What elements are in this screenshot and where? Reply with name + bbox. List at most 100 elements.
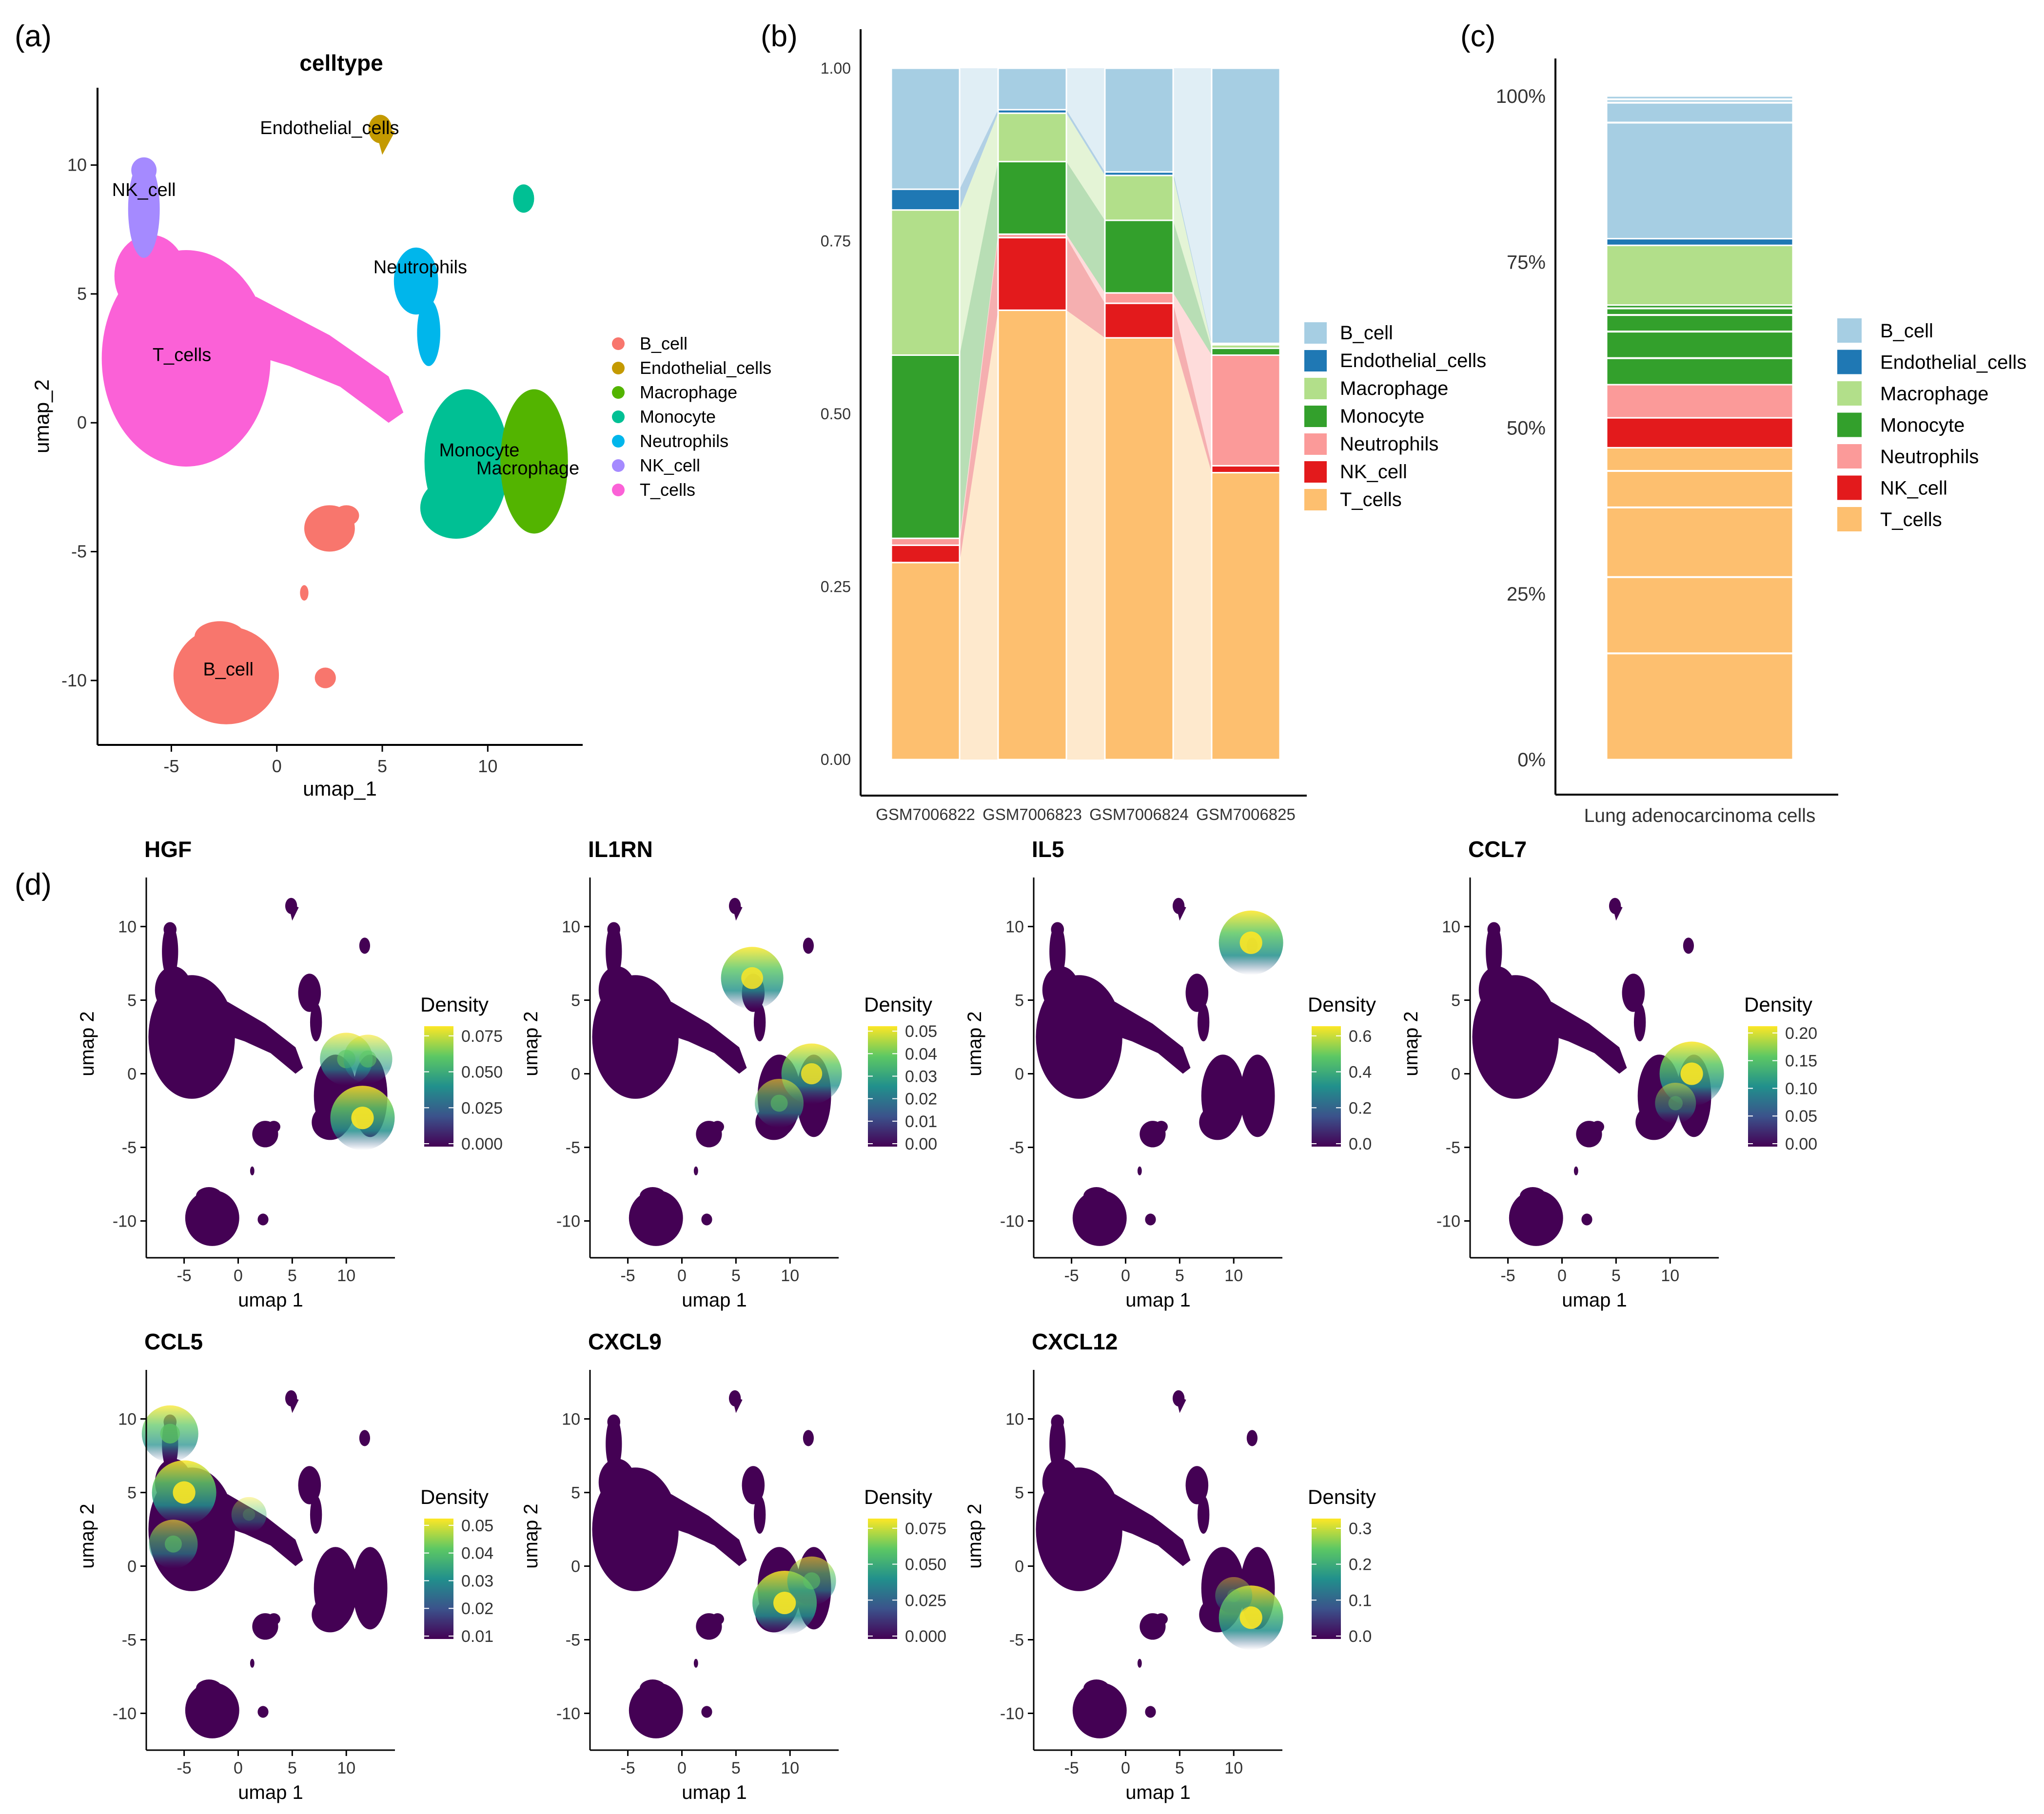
cluster-labels: Endothelial_cells NK_cell Neutrophils T_cel… xyxy=(112,118,579,680)
cell-region-t-cells-shape xyxy=(1115,1001,1191,1074)
x-tick-label: 0 xyxy=(234,1267,243,1285)
colorbar-tick-label: 0.025 xyxy=(905,1591,946,1610)
legend-swatch-t-cells xyxy=(1837,507,1862,531)
legend-swatch-b-cell xyxy=(1837,318,1862,343)
density-hotspot-core xyxy=(160,1424,180,1444)
cluster-label-endothelial-cells: Endothelial_cells xyxy=(260,118,399,138)
density-hotspot-core xyxy=(173,1481,196,1504)
cell-region-nk-cell-shape xyxy=(606,1416,622,1472)
legend-swatch-nk-cell xyxy=(1837,475,1862,500)
bar-segment-monocyte xyxy=(1104,219,1174,294)
density-hotspot-core xyxy=(801,1063,823,1085)
cell-region-b-cell-shape xyxy=(1137,1658,1142,1668)
y-axis-label: umap 2 xyxy=(520,1503,542,1568)
cluster-t-cells-shape xyxy=(256,296,404,423)
cell-region-b-cell-shape xyxy=(1581,1213,1592,1226)
bar-segment-nk-cell xyxy=(997,236,1067,311)
cell-region-b-cell-shape xyxy=(1573,1166,1578,1175)
cell-region-nk-cell-shape xyxy=(1049,923,1066,980)
cell-region-b-cell-shape xyxy=(257,1706,269,1718)
bar-segment-monocyte xyxy=(1606,304,1794,386)
colorbar-tick-label: 0.3 xyxy=(1349,1520,1372,1538)
density-plot-ccl7: CCL7 -5 0 5 10 -10 -5 0 5 10 umap 1 umap 2 Density 0.… xyxy=(1400,837,1817,1311)
y-axis-label: umap 2 xyxy=(1400,1011,1422,1076)
plot-title: IL5 xyxy=(1032,837,1064,862)
cell-region-macrophage-shape xyxy=(1240,1054,1275,1137)
bar-segment-monocyte xyxy=(1211,347,1281,356)
bar-segment-nk-cell xyxy=(1211,465,1281,474)
cell-region-neutrophils-shape xyxy=(1633,1003,1646,1042)
y-tick-label: 5 xyxy=(1015,1484,1024,1502)
legend-label-macrophage: Macrophage xyxy=(1340,378,1448,399)
colorbar xyxy=(868,1519,897,1639)
density-hotspot-core xyxy=(773,1591,796,1615)
cluster-t-cells-shape xyxy=(114,234,186,317)
x-tick-label: 5 xyxy=(1175,1759,1184,1777)
legend-label-endothelial-cells: Endothelial_cells xyxy=(640,358,771,378)
colorbar-tick-label: 0.050 xyxy=(905,1556,946,1574)
legend-label-endothelial-cells: Endothelial_cells xyxy=(1880,352,2026,373)
cell-region-monocyte-shape xyxy=(312,1597,349,1633)
cell-region-nk-cell-shape xyxy=(162,923,178,980)
umap-celltype-plot: celltype Endothelial_cells NK_cell Neutrop… xyxy=(30,50,771,800)
colorbar-tick-label: 0.00 xyxy=(1785,1135,1817,1153)
x-tick-label: 5 xyxy=(288,1759,297,1777)
legend-label-monocyte: Monocyte xyxy=(640,407,716,427)
y-tick-label: -5 xyxy=(1009,1139,1024,1157)
density-plot-il1rn: IL1RN -5 0 5 10 -10 -5 0 5 10 umap 1 umap 2 Density 0… xyxy=(520,837,937,1311)
cell-region-t-cells-shape xyxy=(671,1001,747,1074)
colorbar-title: Density xyxy=(1308,1485,1376,1508)
cluster-macrophage-shape xyxy=(500,389,568,534)
density-plot-ccl5: CCL5 -5 0 5 10 -10 -5 0 5 10 umap 1 umap 2 Density 0.… xyxy=(77,1329,493,1803)
colorbar-tick-label: 0.05 xyxy=(1785,1107,1817,1126)
colorbar-tick-label: 0.0 xyxy=(1349,1135,1372,1153)
flow-monocyte xyxy=(960,161,998,539)
density-hotspot-core xyxy=(1668,1096,1683,1111)
legend-label-nk-cell: NK_cell xyxy=(1340,461,1407,483)
cell-region-endothelial-cells-shape xyxy=(288,1395,299,1413)
x-tick-label: 10 xyxy=(781,1759,799,1777)
y-tick-label: -10 xyxy=(556,1212,580,1231)
y-tick-label: -10 xyxy=(1000,1705,1024,1723)
cell-region-nk-cell-shape xyxy=(607,922,621,937)
cell-region-t-cells-shape xyxy=(1042,966,1080,1014)
flow-nk-cell xyxy=(1173,303,1212,473)
cell-region-t-cells-shape xyxy=(1551,1001,1627,1074)
x-tick-label: -5 xyxy=(1064,1759,1079,1777)
cell-region-monocyte-shape xyxy=(359,1430,370,1446)
y-axis-label: umap 2 xyxy=(964,1011,985,1076)
bar-segment-t-cells xyxy=(890,562,961,761)
colorbar-title: Density xyxy=(1744,993,1812,1016)
legend-swatch-endothelial-cells xyxy=(1837,350,1862,374)
cell-region-monocyte-shape xyxy=(803,1430,814,1446)
cell-region-b-cell-shape xyxy=(1509,1190,1563,1246)
cluster-b-cell-shape xyxy=(173,626,279,724)
legend-dot-monocyte xyxy=(612,410,625,423)
y-tick-label: -10 xyxy=(113,1212,137,1231)
cell-region-neutrophils-shape xyxy=(742,1466,765,1504)
y-tick-label: 10 xyxy=(67,155,87,175)
cell-region-t-cells-shape xyxy=(1478,966,1516,1014)
cluster-b-cell-shape xyxy=(300,585,309,601)
y-tick-label: 10 xyxy=(562,1410,580,1429)
bars xyxy=(1606,95,1794,761)
y-tick-label: 1.00 xyxy=(821,59,851,77)
x-tick-label: -5 xyxy=(620,1759,635,1777)
bar-segment-b-cell xyxy=(997,67,1067,111)
y-tick-label: 10 xyxy=(562,918,580,936)
colorbar-tick-label: 0.0 xyxy=(1349,1627,1372,1646)
legend-swatch-macrophage xyxy=(1837,381,1862,406)
x-tick-label: GSM7006823 xyxy=(983,805,1082,823)
colorbar-tick-label: 0.02 xyxy=(461,1599,493,1618)
legend-label-b-cell: B_cell xyxy=(640,333,688,353)
legend: B_cell Endothelial_cells Macrophage Monocyt… xyxy=(1304,322,1486,510)
density-hotspot-core xyxy=(164,1535,182,1553)
cell-region-b-cell-shape xyxy=(1072,1682,1127,1738)
cell-region-nk-cell-shape xyxy=(606,923,622,980)
colorbar-tick-label: 0.025 xyxy=(461,1099,503,1117)
density-plot-cxcl12: CXCL12 -5 0 5 10 -10 -5 0 5 10 umap 1 umap 2 Density… xyxy=(964,1329,1376,1803)
flow-nk-cell xyxy=(1066,237,1105,338)
legend-dot-macrophage xyxy=(612,386,625,399)
cell-region-neutrophils-shape xyxy=(1622,974,1645,1012)
legend-label-t-cells: T_cells xyxy=(1880,509,1942,530)
